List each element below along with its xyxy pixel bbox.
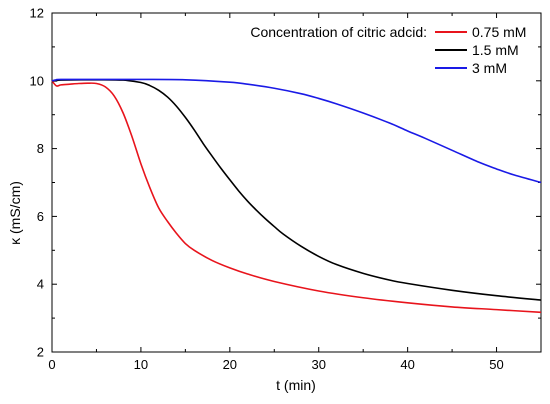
- legend: Concentration of citric adcid: 0.75 mM 1.5…: [250, 24, 526, 76]
- legend-label-3: 3 mM: [472, 60, 507, 76]
- y-tick-label: 10: [30, 73, 44, 88]
- y-axis-label: κ (mS/cm): [7, 181, 23, 245]
- x-tick-label: 30: [311, 357, 325, 372]
- legend-title: Concentration of citric adcid:: [250, 24, 427, 40]
- x-tick-label: 40: [400, 357, 414, 372]
- y-tick-label: 4: [37, 277, 44, 292]
- x-tick-label: 10: [134, 357, 148, 372]
- legend-label-1: 0.75 mM: [472, 24, 526, 40]
- plot-frame: [51, 12, 542, 353]
- y-tick-label: 12: [30, 6, 44, 21]
- axes: 0 10 20 30 40 50 2 4 6 8 10 12: [30, 6, 542, 372]
- x-tick-label: 50: [489, 357, 503, 372]
- legend-label-2: 1.5 mM: [472, 42, 519, 58]
- x-axis-label: t (min): [276, 377, 316, 393]
- x-tick-label: 20: [223, 357, 237, 372]
- series-line-1: [51, 80, 542, 314]
- y-tick-label: 6: [37, 209, 44, 224]
- x-tick-label: 0: [48, 357, 55, 372]
- series-line-3: [51, 78, 542, 184]
- y-tick-label: 8: [37, 141, 44, 156]
- y-tick-label: 2: [37, 345, 44, 360]
- series-line-2: [51, 78, 542, 301]
- series-layer: [51, 78, 542, 314]
